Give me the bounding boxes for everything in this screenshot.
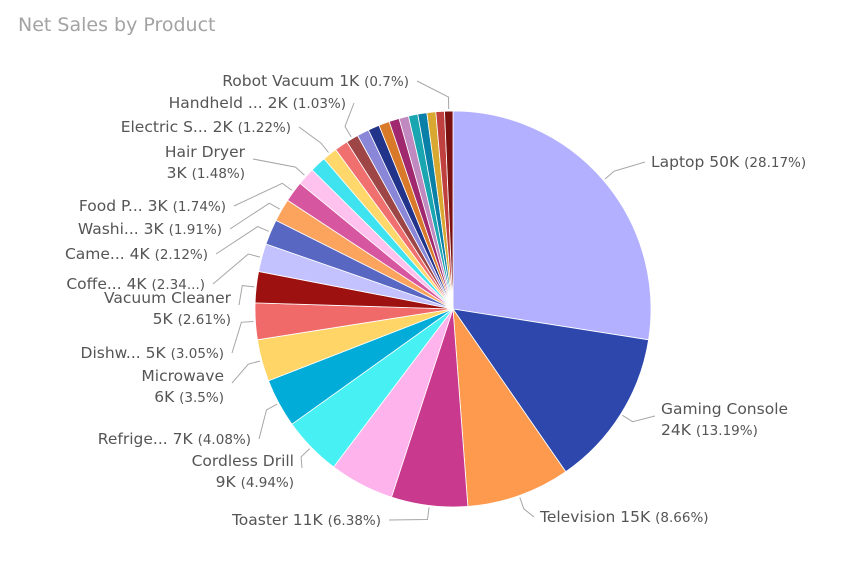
data-label-coffe: Coffe... 4K (2.34...) — [66, 275, 205, 293]
leader-line-coffe — [212, 253, 261, 285]
leader-line-refrige — [258, 403, 278, 440]
data-label-hair-dryer: Hair Dryer 3K (1.48%) — [165, 143, 246, 182]
pie-slice-gaming-console[interactable] — [452, 308, 650, 473]
leader-line-vacuum-cleaner — [238, 285, 255, 306]
slices-layer — [254, 110, 652, 508]
pie-slice-robot-vacuum[interactable] — [444, 110, 454, 310]
leader-line-handheld — [344, 102, 355, 138]
leader-line-hair-dryer — [252, 158, 305, 176]
chart-title: Net Sales by Product — [18, 14, 216, 36]
leader-line-microwave — [231, 360, 261, 384]
pie-slice-laptop[interactable] — [452, 110, 652, 341]
labels-layer: Laptop 50K (28.17%) Gaming Console 24K (13… — [65, 72, 806, 529]
data-label-toaster: Toaster 11K (6.38%) — [231, 511, 381, 529]
leader-line-robot-vacuum — [416, 80, 450, 110]
pie-slice-television[interactable] — [452, 307, 567, 507]
data-label-washi: Washi... 3K (1.91%) — [78, 220, 222, 238]
data-label-electric-s: Electric S... 2K (1.22%) — [121, 118, 291, 136]
data-label-laptop: Laptop 50K (28.17%) — [651, 153, 806, 171]
leader-line-washi — [229, 202, 280, 230]
data-label-gaming-console: Gaming Console 24K (13.19%) — [661, 400, 788, 439]
data-label-microwave: Microwave 6K (3.5%) — [141, 367, 224, 406]
data-label-came: Came... 4K (2.12%) — [65, 245, 208, 263]
leader-line-food-p — [233, 182, 293, 207]
data-label-food-p: Food P... 3K (1.74%) — [79, 197, 226, 215]
leader-line-laptop — [604, 161, 646, 180]
data-label-refrige: Refrige... 7K (4.08%) — [98, 430, 251, 448]
leader-line-electric-s — [298, 126, 329, 153]
leader-line-came — [215, 226, 269, 255]
leader-line-cordless-drill — [300, 448, 311, 469]
leader-line-gaming-console — [622, 414, 656, 423]
data-label-vacuum-cleaner: Vacuum Cleaner 5K (2.61%) — [104, 289, 232, 328]
data-label-robot-vacuum: Robot Vacuum 1K (0.7%) — [222, 72, 409, 90]
data-label-television: Television 15K (8.66%) — [539, 508, 709, 526]
leader-line-dishw — [231, 321, 254, 354]
leader-line-toaster — [388, 507, 430, 521]
data-label-handheld: Handheld ... 2K (1.03%) — [169, 94, 346, 112]
leader-line-television — [519, 497, 535, 518]
data-label-cordless-drill: Cordless Drill 9K (4.94%) — [192, 452, 294, 491]
data-label-dishw: Dishw... 5K (3.05%) — [81, 344, 224, 362]
leader-lines-layer — [212, 80, 656, 521]
